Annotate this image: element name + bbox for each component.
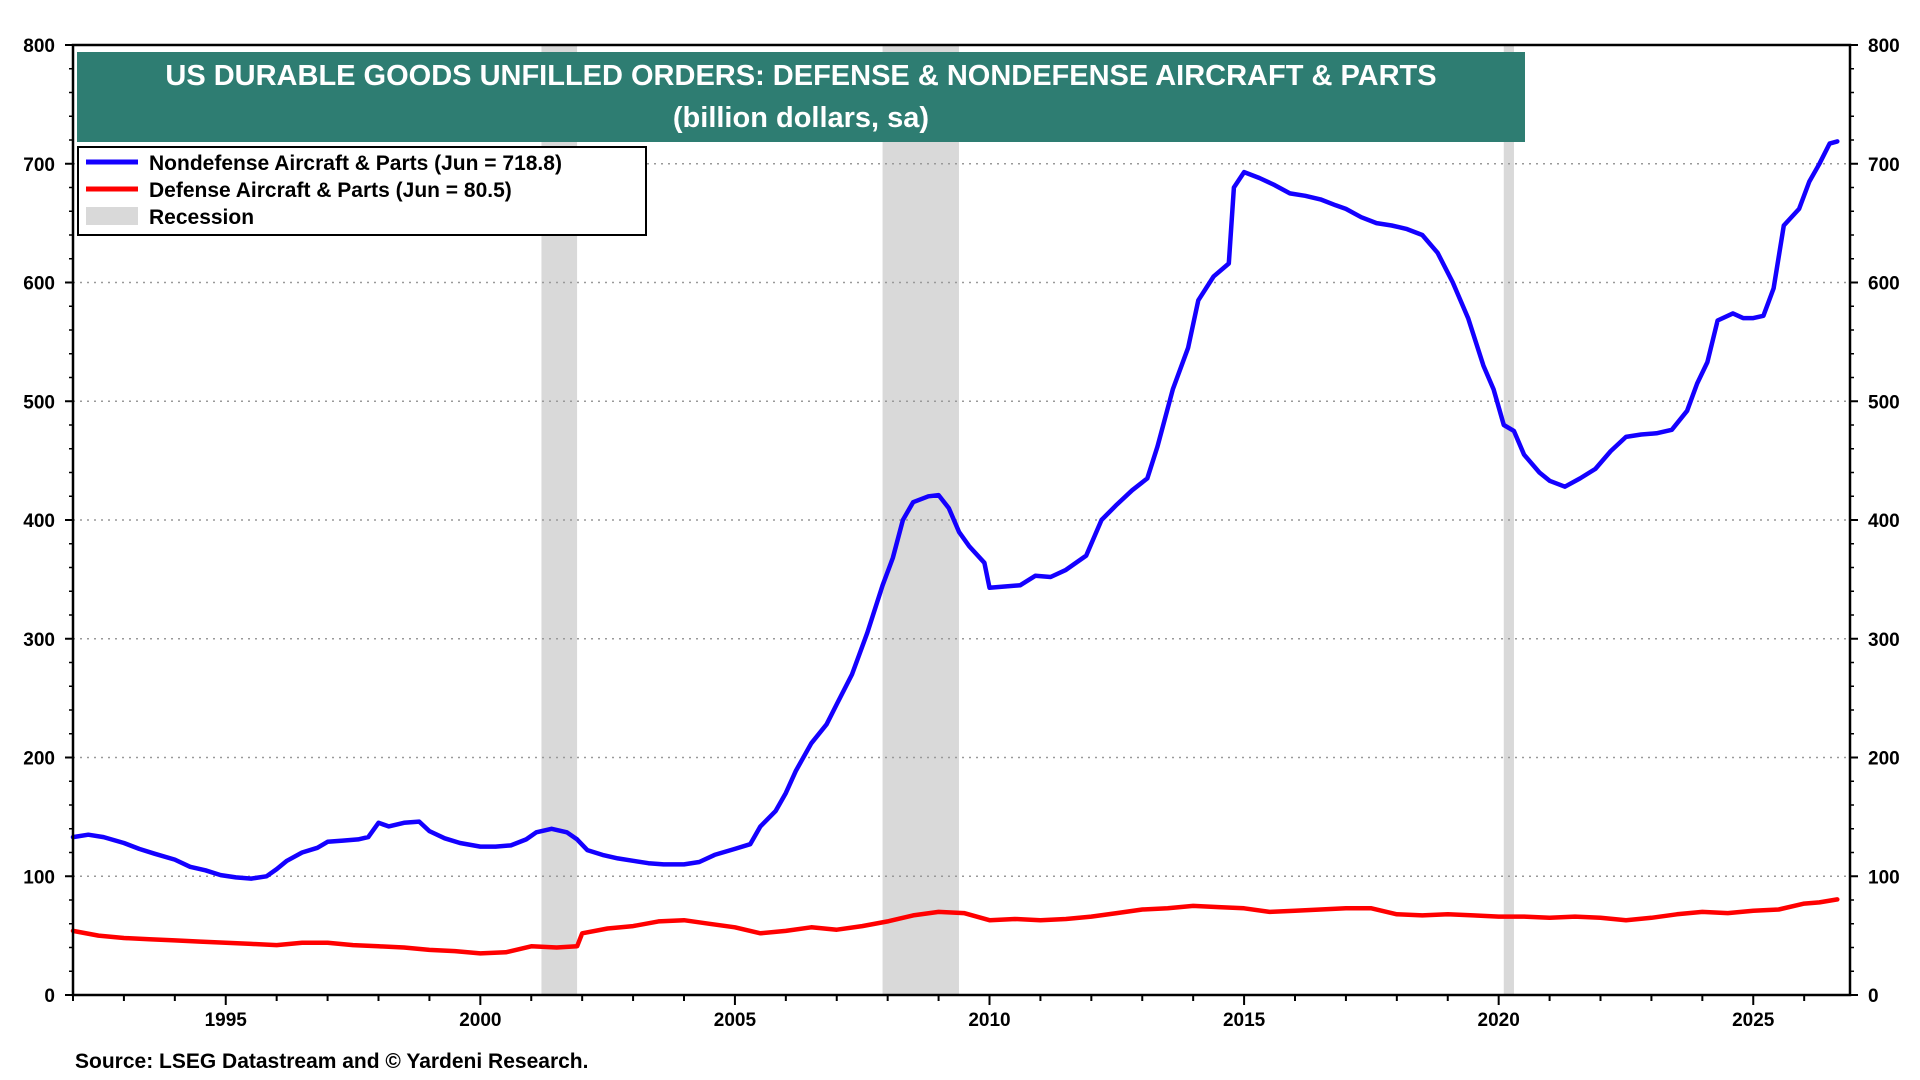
legend-box: [77, 146, 647, 236]
y-tick-label-left-600: 600: [23, 274, 55, 295]
title-background: [77, 52, 1525, 142]
series-lines: [70, 139, 1840, 956]
y-tick-label-left-700: 700: [23, 155, 55, 176]
x-tick-label-2005: 2005: [714, 1010, 757, 1031]
y-tick-label-left-400: 400: [23, 511, 55, 532]
y-tick-label-right-500: 500: [1868, 392, 1900, 413]
legend-label-nondefense: Nondefense Aircraft & Parts (Jun = 718.8…: [149, 152, 562, 175]
x-tick-label-2010: 2010: [968, 1010, 1010, 1031]
y-tick-label-left-0: 0: [44, 986, 55, 1007]
chart-subtitle: (billion dollars, sa): [673, 102, 929, 134]
y-tick-label-left-800: 800: [23, 36, 55, 57]
y-tick-label-left-100: 100: [23, 867, 55, 888]
legend-label-recession: Recession: [149, 206, 254, 229]
y-tick-label-left-300: 300: [23, 630, 55, 651]
series-line-defense: [70, 897, 1840, 956]
y-tick-label-right-800: 800: [1868, 36, 1900, 57]
y-tick-label-right-0: 0: [1868, 986, 1879, 1007]
x-tick-label-2025: 2025: [1732, 1010, 1775, 1031]
y-tick-label-right-200: 200: [1868, 749, 1900, 770]
y-tick-label-right-400: 400: [1868, 511, 1900, 532]
source-note: Source: LSEG Datastream and © Yardeni Re…: [75, 1050, 588, 1073]
y-tick-label-right-700: 700: [1868, 155, 1900, 176]
axes: 0 0 100 100 200 200 300 300 400 400 500 500 600 600 70…: [23, 36, 1899, 1031]
series-line-nondefense: [70, 139, 1840, 881]
x-tick-label-2015: 2015: [1223, 1010, 1266, 1031]
y-tick-label-right-300: 300: [1868, 630, 1900, 651]
title-banner: US DURABLE GOODS UNFILLED ORDERS: DEFENS…: [77, 52, 1525, 142]
y-tick-label-right-600: 600: [1868, 274, 1900, 295]
y-tick-label-right-100: 100: [1868, 867, 1900, 888]
legend: Nondefense Aircraft & Parts (Jun = 718.8…: [77, 146, 647, 236]
legend-swatch-recession: [86, 207, 138, 225]
x-tick-label-2000: 2000: [459, 1010, 501, 1031]
x-tick-label-2020: 2020: [1478, 1010, 1520, 1031]
y-tick-label-left-500: 500: [23, 392, 55, 413]
legend-label-defense: Defense Aircraft & Parts (Jun = 80.5): [149, 179, 512, 202]
y-tick-label-left-200: 200: [23, 749, 55, 770]
chart-title: US DURABLE GOODS UNFILLED ORDERS: DEFENS…: [165, 60, 1436, 92]
x-tick-label-1995: 1995: [205, 1010, 248, 1031]
